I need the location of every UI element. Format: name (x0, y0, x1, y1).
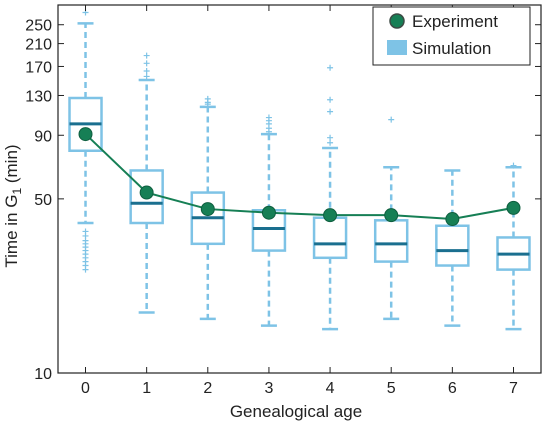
plot-area (57, 4, 542, 374)
outlier-marker (327, 64, 334, 71)
experiment-point-0 (78, 127, 93, 142)
outlier-marker (143, 73, 150, 80)
experiment-point-4 (323, 208, 338, 223)
axes: 10 50 90 130 170 210 250 0 1 2 3 4 5 6 7 (25, 5, 541, 397)
y-axis-label: Time in G1 (min) (2, 144, 24, 267)
experiment-point-6 (445, 212, 460, 227)
y-tick-label: 210 (25, 37, 52, 54)
x-tick-label: 3 (264, 380, 273, 397)
legend-simulation-marker (387, 40, 407, 55)
y-tick-label: 250 (25, 18, 52, 35)
y-tick-label: 50 (34, 192, 52, 209)
outlier-marker (388, 116, 395, 123)
y-tick-label: 90 (34, 128, 52, 145)
experiment-line (84, 133, 514, 221)
box-group-4 (312, 64, 348, 331)
outlier-marker (510, 162, 517, 169)
outlier-marker (327, 134, 334, 141)
chart-marks (68, 9, 531, 331)
y-tick-label: 170 (25, 59, 52, 76)
x-tick-label: 6 (448, 380, 457, 397)
outlier-marker (265, 114, 272, 121)
y-tick-label: 10 (34, 366, 52, 383)
outlier-marker (327, 108, 334, 115)
x-tick-label: 5 (387, 380, 396, 397)
experiment-point-3 (261, 205, 276, 220)
x-axis-label: Genealogical age (230, 402, 362, 421)
outlier-marker (143, 60, 150, 67)
legend-experiment-label: Experiment (412, 12, 498, 31)
y-axis-label-main: Time in G (2, 195, 21, 268)
experiment-point-5 (384, 208, 399, 223)
x-tick-label: 1 (142, 380, 151, 397)
legend-experiment-marker (389, 13, 405, 29)
experiment-point-1 (139, 185, 154, 200)
box-group-1 (129, 52, 164, 314)
experiment-point-7 (506, 200, 521, 215)
x-tick-label: 7 (509, 380, 518, 397)
experiment-point-2 (200, 202, 215, 217)
x-tick-label: 2 (203, 380, 212, 397)
legend: Experiment Simulation (372, 6, 531, 66)
outlier-marker (327, 139, 334, 146)
y-tick-label: 130 (25, 88, 52, 105)
outlier-marker (327, 96, 334, 103)
outlier-marker (204, 95, 211, 102)
x-tick-label: 0 (81, 380, 90, 397)
y-axis-label-subscript: 1 (10, 188, 24, 195)
x-tick-label: 4 (326, 380, 335, 397)
box-group-0 (68, 9, 103, 273)
plot-frame (57, 4, 542, 374)
box-group-2 (190, 95, 226, 321)
outlier-marker (82, 266, 89, 273)
legend-simulation-label: Simulation (412, 39, 491, 58)
outlier-marker (143, 68, 150, 75)
y-axis-label-unit: (min) (2, 144, 21, 187)
outlier-marker (143, 52, 150, 59)
